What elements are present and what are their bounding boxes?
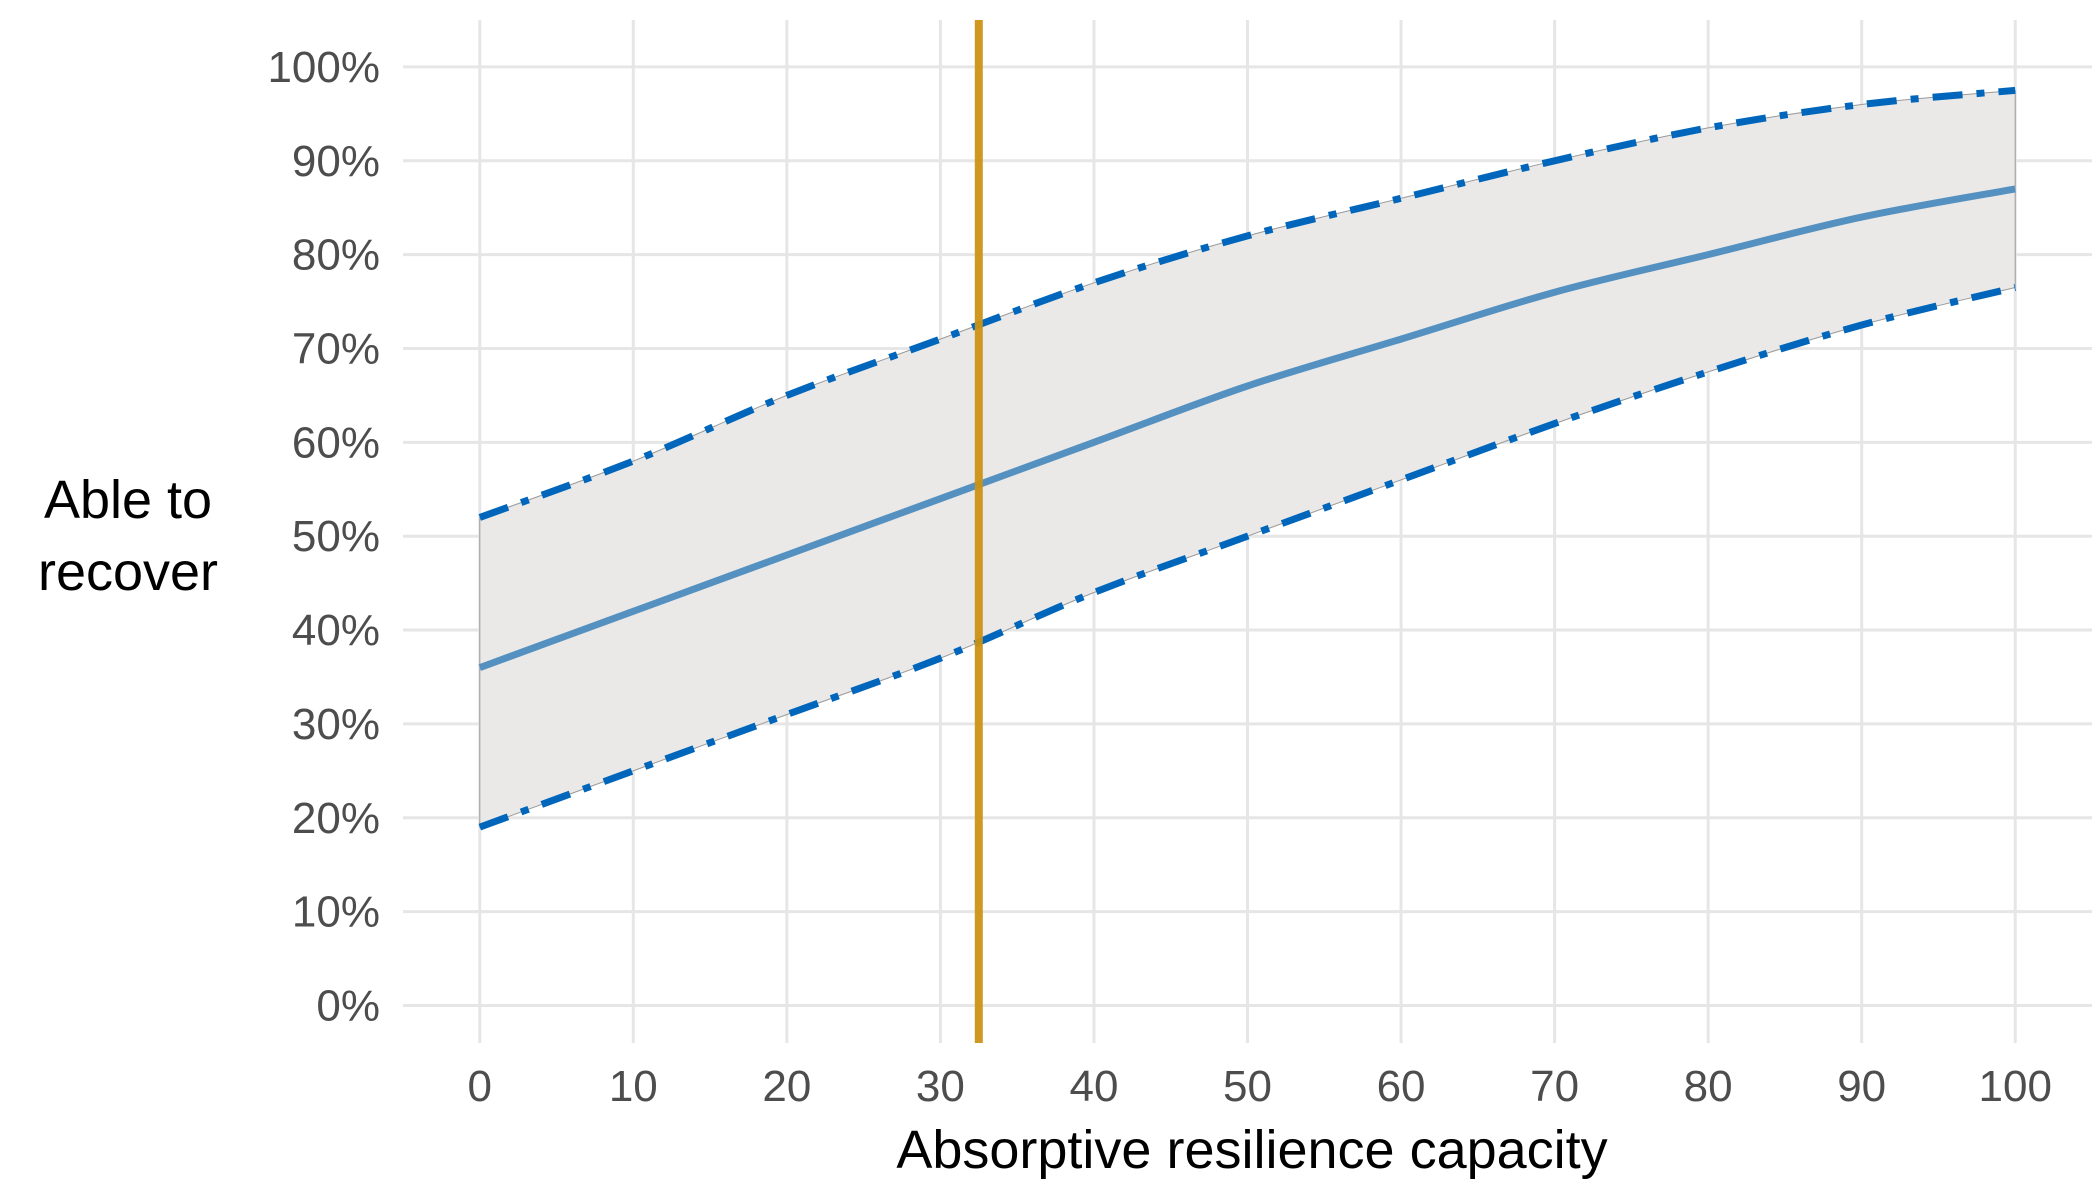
x-tick-label: 90 (1837, 1062, 1886, 1111)
y-tick-label: 30% (292, 700, 380, 749)
y-tick-label: 20% (292, 794, 380, 843)
x-tick-labels: 0 10 20 30 40 50 60 70 80 90 100 (468, 1062, 2052, 1111)
estimate-line (478, 185, 2016, 671)
x-tick-label: 50 (1223, 1062, 1272, 1111)
y-tick-label: 10% (292, 888, 380, 937)
y-tick-label: 40% (292, 606, 380, 655)
upper-bound-line (478, 86, 2016, 521)
y-tick-label: 50% (292, 512, 380, 561)
y-tick-label: 90% (292, 137, 380, 186)
y-tick-label: 80% (292, 231, 380, 280)
x-tick-label: 100 (1979, 1062, 2052, 1111)
y-tick-label: 70% (292, 324, 380, 373)
x-tick-label: 10 (609, 1062, 658, 1111)
y-tick-label: 100% (267, 43, 380, 92)
x-tick-label: 0 (468, 1062, 492, 1111)
x-tick-label: 80 (1684, 1062, 1733, 1111)
x-tick-label: 60 (1377, 1062, 1426, 1111)
x-axis-title: Absorptive resilience capacity (896, 1120, 1607, 1180)
lower-bound-line (478, 284, 2017, 831)
y-tick-labels: 0% 10% 20% 30% 40% 50% 60% 70% 80% 90% 100% (267, 43, 380, 1031)
y-axis-title-line1: Able to (44, 470, 212, 530)
x-tick-label: 20 (762, 1062, 811, 1111)
y-axis-title-line2: recover (38, 542, 218, 602)
x-tick-label: 70 (1530, 1062, 1579, 1111)
x-tick-label: 40 (1069, 1062, 1118, 1111)
y-tick-label: 0% (316, 981, 380, 1030)
y-tick-label: 60% (292, 418, 380, 467)
x-tick-label: 30 (916, 1062, 965, 1111)
